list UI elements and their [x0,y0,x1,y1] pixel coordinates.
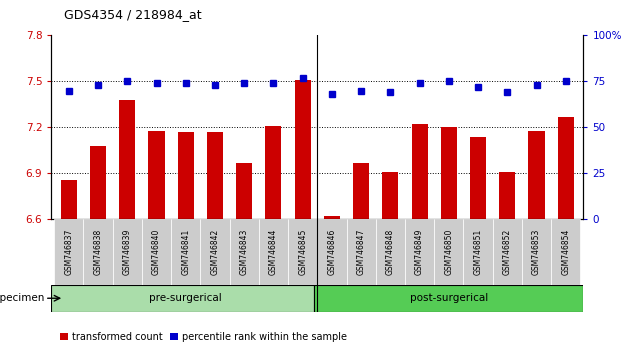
Text: specimen: specimen [0,293,45,303]
Bar [558,117,574,219]
Bar [178,132,194,219]
Text: GSM746843: GSM746843 [240,229,249,275]
Text: GDS4354 / 218984_at: GDS4354 / 218984_at [64,8,202,21]
Text: GSM746846: GSM746846 [328,229,337,275]
Text: GSM746848: GSM746848 [386,229,395,275]
Bar [434,219,463,285]
Text: GSM746851: GSM746851 [474,229,483,275]
Bar [54,219,83,285]
Text: GSM746842: GSM746842 [210,229,219,275]
Text: GSM746838: GSM746838 [94,229,103,275]
Text: GSM746845: GSM746845 [298,229,307,275]
Text: GSM746849: GSM746849 [415,229,424,275]
Bar [353,163,369,219]
Bar [90,146,106,219]
Text: GSM746853: GSM746853 [532,229,541,275]
Bar [236,163,253,219]
Bar [317,219,347,285]
Bar [405,219,434,285]
Bar [347,219,376,285]
Bar [499,172,515,219]
Bar [463,219,493,285]
Bar [412,124,428,219]
Bar [382,172,399,219]
Bar [551,219,580,285]
Bar [171,219,201,285]
Bar [119,100,135,219]
Bar [376,219,405,285]
Text: pre-surgerical: pre-surgerical [149,293,222,303]
Bar [522,219,551,285]
Bar [207,132,223,219]
Bar [288,219,317,285]
Text: GSM746844: GSM746844 [269,229,278,275]
Bar [83,219,113,285]
Bar [51,285,314,312]
Text: GSM746837: GSM746837 [64,229,73,275]
Bar [113,219,142,285]
Legend: transformed count, percentile rank within the sample: transformed count, percentile rank withi… [56,328,351,346]
Bar [265,126,281,219]
Bar [229,219,259,285]
Bar [295,80,311,219]
Bar [61,179,77,219]
Bar [441,127,457,219]
Bar [201,219,229,285]
Text: GSM746839: GSM746839 [123,229,132,275]
Bar [259,219,288,285]
Text: GSM746854: GSM746854 [562,229,570,275]
Bar [314,285,583,312]
Text: GSM746852: GSM746852 [503,229,512,275]
Bar [470,137,486,219]
Text: post-surgerical: post-surgerical [410,293,488,303]
Text: GSM746840: GSM746840 [152,229,161,275]
Bar [149,131,165,219]
Text: GSM746850: GSM746850 [444,229,453,275]
Text: GSM746841: GSM746841 [181,229,190,275]
Bar [142,219,171,285]
Bar [493,219,522,285]
Bar [528,131,545,219]
Bar [324,216,340,219]
Text: GSM746847: GSM746847 [356,229,365,275]
